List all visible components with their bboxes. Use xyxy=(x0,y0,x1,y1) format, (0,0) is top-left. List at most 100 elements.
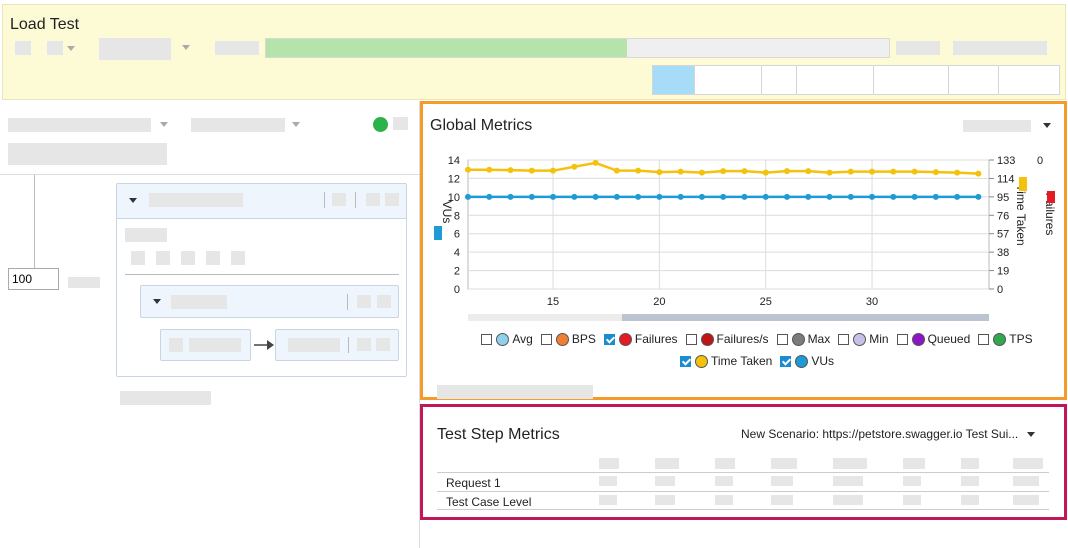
data-point-vus xyxy=(890,193,897,200)
box-button[interactable] xyxy=(385,193,399,206)
column-header[interactable] xyxy=(833,458,867,469)
view-tab[interactable] xyxy=(762,66,797,94)
add-button[interactable] xyxy=(120,391,211,405)
left-tick-label: 2 xyxy=(454,266,460,278)
data-point-vus xyxy=(571,193,578,200)
metrics-dropdown[interactable] xyxy=(963,120,1031,132)
column-header[interactable] xyxy=(655,458,679,469)
x-tick-label: 25 xyxy=(760,296,772,308)
view-tab[interactable] xyxy=(999,66,1059,94)
legend-checkbox[interactable] xyxy=(780,355,792,367)
box-button[interactable] xyxy=(332,193,346,206)
scenario-selector[interactable]: New Scenario: https://petstore.swagger.i… xyxy=(741,427,1019,441)
table-row[interactable]: Test Case Level xyxy=(437,491,1049,510)
chevron-down-icon[interactable] xyxy=(182,45,190,50)
chart-scrollbar-thumb[interactable] xyxy=(622,314,989,321)
legend-checkbox[interactable] xyxy=(978,333,990,345)
toolbar-button[interactable] xyxy=(15,41,31,55)
failures-axis-swatch xyxy=(1047,191,1055,203)
legend-checkbox[interactable] xyxy=(603,333,615,345)
legend-checkbox[interactable] xyxy=(540,333,552,345)
legend-item-time-taken[interactable]: Time Taken xyxy=(679,354,772,368)
chart-scrollbar-track[interactable] xyxy=(468,314,622,321)
data-point-vus xyxy=(465,193,471,200)
data-point-vus xyxy=(635,193,642,200)
chevron-down-icon[interactable] xyxy=(1043,123,1051,128)
legend-item-queued[interactable]: Queued xyxy=(896,332,970,346)
chevron-down-icon[interactable] xyxy=(129,198,137,203)
legend-checkbox[interactable] xyxy=(679,355,691,367)
chevron-down-icon[interactable] xyxy=(67,46,75,51)
divider xyxy=(348,337,349,353)
toolbar-button[interactable] xyxy=(47,41,63,55)
box-button[interactable] xyxy=(357,295,371,308)
panel-button[interactable] xyxy=(393,117,408,130)
failures-tick-label: 0 xyxy=(1037,155,1043,167)
legend-label: TPS xyxy=(1009,332,1033,346)
legend-item-avg[interactable]: Avg xyxy=(481,332,533,346)
vu-count-input[interactable] xyxy=(8,268,59,290)
data-point-time-taken xyxy=(741,168,748,175)
vus-axis-swatch xyxy=(434,226,442,240)
legend-checkbox[interactable] xyxy=(838,333,850,345)
legend-item-bps[interactable]: BPS xyxy=(540,332,596,346)
box-button[interactable] xyxy=(377,295,391,308)
box-icon[interactable] xyxy=(181,251,195,265)
view-tab[interactable] xyxy=(797,66,874,94)
legend-checkbox[interactable] xyxy=(776,333,788,345)
x-tick-label: 15 xyxy=(547,296,559,308)
box-button[interactable] xyxy=(376,338,390,351)
box-button[interactable] xyxy=(366,193,380,206)
chevron-down-icon[interactable] xyxy=(160,122,168,127)
legend-item-failures-s[interactable]: Failures/s xyxy=(685,332,769,346)
toolbar-label xyxy=(953,41,1047,55)
box-icon[interactable] xyxy=(156,251,170,265)
chevron-down-icon[interactable] xyxy=(153,299,161,304)
column-header[interactable] xyxy=(599,458,619,469)
view-tabs xyxy=(652,65,1060,95)
box-icon[interactable] xyxy=(231,251,245,265)
box-icon[interactable] xyxy=(131,251,145,265)
chevron-down-icon[interactable] xyxy=(292,122,300,127)
box-button[interactable] xyxy=(357,338,371,351)
toolbar-dropdown[interactable] xyxy=(99,38,171,60)
right-axis-ticks: 0 19 38 57 76 95 114 133 0 xyxy=(989,155,1043,296)
column-header[interactable] xyxy=(903,458,925,469)
legend-checkbox[interactable] xyxy=(685,333,697,345)
data-point-vus xyxy=(826,193,833,200)
panel-field[interactable] xyxy=(8,143,167,165)
view-tab[interactable] xyxy=(949,66,999,94)
legend-item-max[interactable]: Max xyxy=(776,332,830,346)
scenario-box-header[interactable] xyxy=(116,183,407,219)
data-point-vus xyxy=(486,193,493,200)
test-case-header[interactable] xyxy=(140,285,399,318)
column-header[interactable] xyxy=(771,458,797,469)
view-tab[interactable] xyxy=(874,66,949,94)
right-tick-label: 95 xyxy=(997,192,1009,204)
legend-item-tps[interactable]: TPS xyxy=(978,332,1033,346)
legend-label: Avg xyxy=(512,332,533,346)
view-tab[interactable] xyxy=(695,66,762,94)
chevron-down-icon[interactable] xyxy=(1027,432,1035,437)
scenario-dropdown[interactable] xyxy=(8,118,151,132)
table-cell xyxy=(655,495,675,505)
column-header[interactable] xyxy=(961,458,979,469)
table-cell xyxy=(715,476,733,486)
data-point-time-taken xyxy=(698,169,705,176)
table-row[interactable]: Request 1 xyxy=(437,472,1049,491)
test-progress-bar xyxy=(265,38,890,58)
legend-item-min[interactable]: Min xyxy=(838,332,889,346)
column-header[interactable] xyxy=(1013,458,1043,469)
table-cell xyxy=(903,495,921,505)
view-tab[interactable] xyxy=(653,66,695,94)
box-icon[interactable] xyxy=(206,251,220,265)
legend-checkbox[interactable] xyxy=(481,333,493,345)
profile-dropdown[interactable] xyxy=(191,118,285,132)
data-point-time-taken xyxy=(635,167,642,174)
legend-item-failures[interactable]: Failures xyxy=(603,332,678,346)
legend-item-vus[interactable]: VUs xyxy=(780,354,834,368)
column-header[interactable] xyxy=(715,458,735,469)
legend-checkbox[interactable] xyxy=(896,333,908,345)
test-step-node[interactable] xyxy=(160,329,251,361)
test-step-node[interactable] xyxy=(275,329,399,361)
